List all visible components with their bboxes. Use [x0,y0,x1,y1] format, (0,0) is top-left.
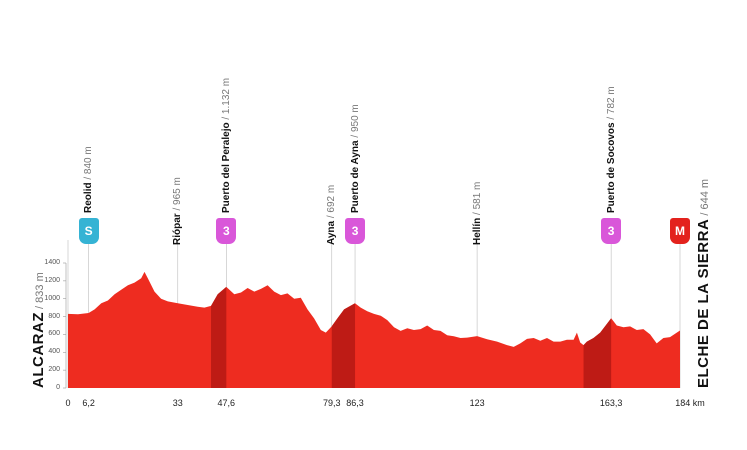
waypoint-name: Hellín [471,217,483,245]
finish-badge: M [670,218,690,244]
y-tick-label: 1200 [44,276,60,284]
waypoint-altitude: 840 m [83,146,95,175]
waypoint-separator: / [471,209,483,218]
climb-segment [211,286,227,388]
waypoint-separator: / [605,114,617,123]
waypoint-name: Puerto de Socovos [605,122,617,213]
waypoint-separator: / [349,132,361,141]
climb-category-badge: 3 [601,218,622,244]
waypoint-separator: / [172,204,184,214]
climb-category-badge: 3 [216,218,237,244]
waypoint-name: Riópar [172,213,184,245]
waypoint-label: Puerto de Socovos / 782 m [606,86,617,213]
waypoint-name: Reolid [83,182,95,213]
finish-location-label: ELCHE DE LA SIERRA / 644 m [695,179,713,388]
waypoint-label: Hellín / 581 m [472,182,483,245]
waypoint-separator: / [83,174,95,183]
y-tick-label: 1400 [44,259,60,266]
y-tick-label: 600 [48,330,60,338]
y-tick-label: 400 [48,348,60,356]
y-axis [63,262,67,389]
waypoint-altitude: 782 m [605,86,617,115]
start-altitude: 833 m [34,272,46,303]
waypoint-name: Ayna [326,220,338,245]
waypoint-label: Reolid / 840 m [83,146,94,213]
x-tick-label: 163,3 [599,398,623,408]
waypoint-label: Riópar / 965 m [172,177,183,245]
start-name: ALCARAZ [30,312,47,388]
finish-name: ELCHE DE LA SIERRA [695,218,712,388]
x-tick-label: 47,6 [217,398,236,408]
x-tick-label: 123 [469,398,485,408]
waypoint-altitude: 965 m [172,177,184,205]
y-tick-label: 800 [48,312,60,320]
climb-category-badge: 3 [345,218,366,244]
start-location-label: ALCARAZ / 833 m [30,272,48,388]
y-tick-label: 0 [56,384,60,391]
waypoint-label: Ayna / 692 m [326,185,337,245]
waypoint-separator: / [220,114,232,123]
waypoint-separator: / [326,212,338,221]
waypoint-name: Puerto de Ayna [349,140,361,213]
waypoint-altitude: 950 m [349,104,361,133]
climb-segment [331,303,356,388]
waypoint-name: Puerto del Peralejo [220,122,232,213]
waypoint-altitude: 1.132 m [220,77,232,115]
waypoint-altitude: 692 m [326,184,338,213]
sprint-badge: S [78,218,99,244]
waypoint-label: Puerto del Peralejo / 1.132 m [221,78,232,213]
x-tick-label: 0 [65,398,71,408]
endpoint-separator: / [34,302,46,312]
waypoint-altitude: 581 m [471,181,483,210]
y-tick-label: 200 [48,366,60,374]
x-tick-label: 86,3 [346,398,364,408]
climb-segment [583,318,612,388]
finish-altitude: 644 m [699,178,711,210]
y-tick-label: 1000 [44,294,60,302]
climb-segments [211,286,612,388]
x-tick-label: 33 [172,398,183,408]
x-tick-label: 79,3 [322,398,341,408]
waypoint-label: Puerto de Ayna / 950 m [350,104,361,213]
x-tick-label: 184 km [675,398,705,408]
x-tick-label: 6,2 [82,398,95,408]
endpoint-separator: / [699,209,711,219]
